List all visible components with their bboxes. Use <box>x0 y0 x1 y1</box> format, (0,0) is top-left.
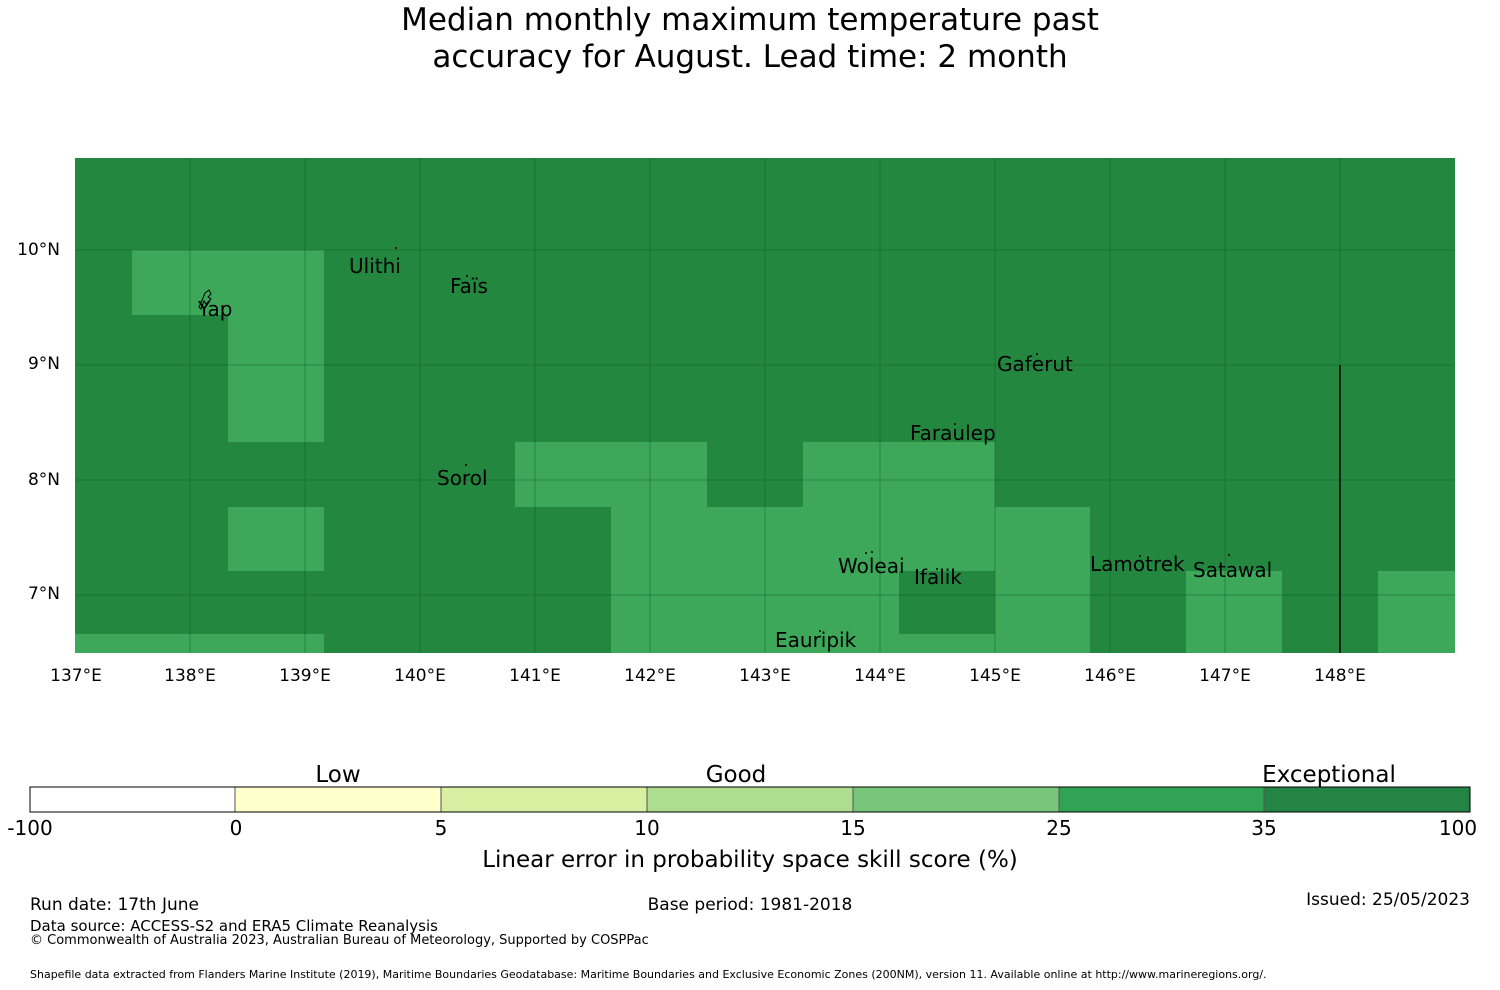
lon-tick-label: 145°E <box>969 666 1021 686</box>
place-label-ulithi: Ulithi <box>349 254 401 278</box>
colorbar-bin <box>1059 787 1264 812</box>
lon-tick-label: 146°E <box>1084 666 1136 686</box>
patch-woleai <box>803 507 899 653</box>
colorbar-bin <box>30 787 235 812</box>
lat-tick-label: 9°N <box>27 354 60 374</box>
skill-map <box>75 158 1455 653</box>
skill-patches-very-good <box>75 250 1455 653</box>
patch-central-east <box>707 507 803 653</box>
patch-south-yap <box>228 507 324 571</box>
island-marker-ifalik <box>936 568 938 570</box>
colorbar-category-exceptional: Exceptional <box>1262 762 1396 788</box>
place-label-sorol: Sorol <box>437 466 488 490</box>
island-marker-satawal <box>1228 554 1230 556</box>
colorbar-bin <box>441 787 647 812</box>
colorbar <box>29 786 1471 813</box>
colorbar-bin <box>1264 787 1470 812</box>
lon-tick-label: 141°E <box>509 666 561 686</box>
colorbar-tick-label: -100 <box>7 816 53 840</box>
lon-tick-label: 144°E <box>854 666 906 686</box>
colorbar-tick-label: 25 <box>1046 816 1072 840</box>
lon-tick-label: 138°E <box>164 666 216 686</box>
island-marker-gaferut <box>1036 353 1038 355</box>
lon-tick-label: 147°E <box>1199 666 1251 686</box>
colorbar-dividers <box>234 787 1265 812</box>
lon-tick-label: 142°E <box>624 666 676 686</box>
island-marker-ulithi <box>395 247 397 249</box>
island-marker-faraulep <box>954 423 956 425</box>
run-date: Run date: 17th June <box>30 895 199 915</box>
patch-east-far <box>1378 571 1455 653</box>
colorbar-tick-label: 0 <box>229 816 243 840</box>
place-label-faraulep: Faraulep <box>910 421 996 445</box>
island-marker-lamotrek <box>1139 555 1141 557</box>
colorbar-tick-label: 5 <box>434 816 448 840</box>
lat-tick-label: 8°N <box>27 470 60 490</box>
place-label-fais: Faïs <box>450 274 488 298</box>
colorbar-tick-label: 15 <box>840 816 866 840</box>
colorbar-category-low: Low <box>315 762 361 788</box>
patch-southwest <box>75 634 324 653</box>
patch-central-north <box>515 442 707 507</box>
place-label-yap: Yap <box>198 297 233 321</box>
island-markers <box>198 247 1230 632</box>
colorbar-bin <box>647 787 853 812</box>
island-marker-eauripik <box>819 630 821 632</box>
colorbar-tick-label: 10 <box>634 816 660 840</box>
copyright-notice: © Commonwealth of Australia 2023, Austra… <box>30 933 649 948</box>
lon-tick-label: 148°E <box>1314 666 1366 686</box>
patch-east-central <box>995 507 1090 653</box>
island-marker-sorol <box>465 464 467 466</box>
patch-satawal <box>1186 571 1282 653</box>
place-label-woleai: Woleai <box>838 554 905 578</box>
colorbar-axis-label: Linear error in probability space skill … <box>482 847 1018 873</box>
place-label-eauripik: Eauripik <box>775 628 857 652</box>
data-source: Data source: ACCESS-S2 and ERA5 Climate … <box>30 917 438 935</box>
skill-patches-exceptional-inner <box>899 571 995 634</box>
patch-ifalik-north <box>899 507 995 571</box>
lon-tick-label: 137°E <box>50 666 102 686</box>
chart-title-line1: Median monthly maximum temperature past <box>401 2 1099 38</box>
issued-date: Issued: 25/05/2023 <box>1306 890 1470 910</box>
colorbar-category-good: Good <box>705 762 767 788</box>
patch-ifalik-dark <box>899 571 995 634</box>
patch-ifalik-south-west <box>899 634 995 653</box>
lon-tick-label: 140°E <box>394 666 446 686</box>
place-label-ifalik: Ifalik <box>914 565 962 589</box>
colorbar-bin <box>853 787 1059 812</box>
patch-yap-east <box>228 250 324 442</box>
patch-woleai-north <box>803 442 995 507</box>
lon-tick-label: 139°E <box>279 666 331 686</box>
colorbar-tick-label: 35 <box>1251 816 1277 840</box>
place-label-gaferut: Gaferut <box>997 352 1073 376</box>
colorbar-bin <box>235 787 441 812</box>
lat-tick-label: 10°N <box>17 240 60 260</box>
place-label-lamotrek: Lamotrek <box>1090 552 1185 576</box>
colorbar-tick-label: 100 <box>1438 816 1478 840</box>
lon-tick-label: 143°E <box>739 666 791 686</box>
lat-tick-label: 7°N <box>27 584 60 604</box>
shapefile-credit: Shapefile data extracted from Flanders M… <box>30 968 1267 981</box>
colorbar-outline <box>29 786 1471 813</box>
island-marker-fais <box>466 275 468 277</box>
chart-title-line2: accuracy for August. Lead time: 2 month <box>432 39 1068 75</box>
base-period: Base period: 1981-2018 <box>647 895 853 915</box>
island-yap-shape <box>198 289 212 310</box>
island-marker-woleai-2 <box>865 552 867 554</box>
place-label-satawal: Satawal <box>1193 558 1273 582</box>
island-marker-woleai <box>871 551 873 553</box>
